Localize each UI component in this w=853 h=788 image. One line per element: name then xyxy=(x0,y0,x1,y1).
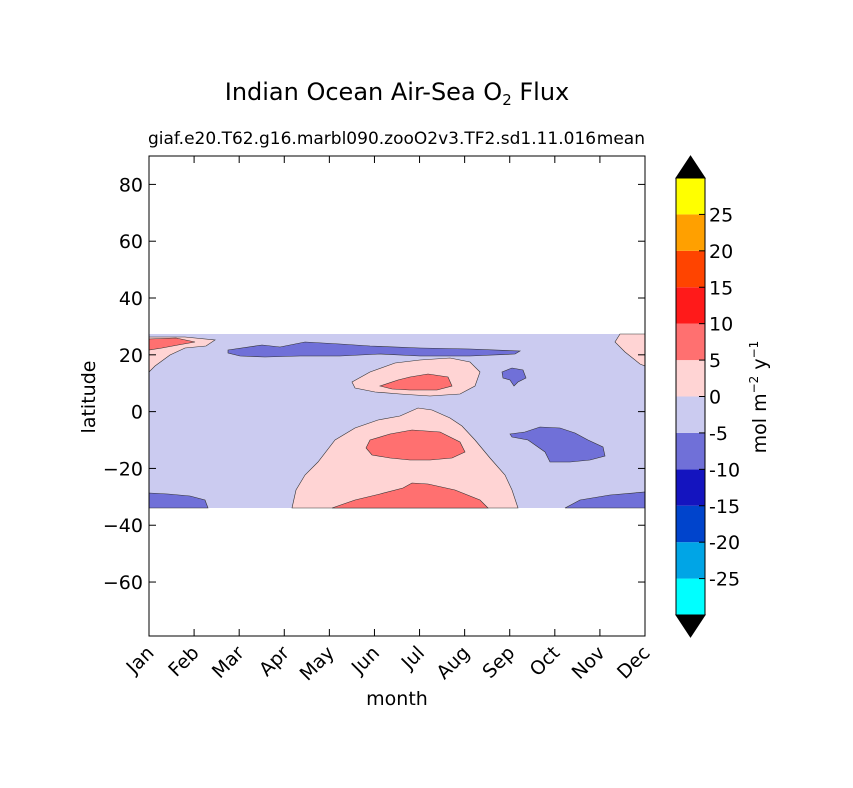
colorbar-tick-label: 0 xyxy=(709,387,721,409)
region-east-negative-patch xyxy=(509,426,606,463)
colorbar-band xyxy=(676,323,705,361)
colorbar-band xyxy=(676,469,705,506)
colorbar-band xyxy=(676,214,705,251)
y-tick-label: 60 xyxy=(119,231,143,253)
x-tick-label: Dec xyxy=(613,642,655,684)
x-tick-label: Nov xyxy=(568,642,610,684)
x-tick-label: Sep xyxy=(478,642,519,683)
colorbar-tick-label: -20 xyxy=(709,532,740,554)
colorbar-band xyxy=(676,360,705,397)
region-sep-negative-spot xyxy=(501,367,527,387)
x-axis-label: month xyxy=(366,688,428,710)
y-tick-label: 20 xyxy=(119,345,143,367)
y-axis-label: latitude xyxy=(78,361,100,434)
contour-fill xyxy=(148,333,646,509)
colorbar-tick-label: -10 xyxy=(709,459,740,481)
chart-title: Indian Ocean Air-Sea O2 Flux xyxy=(225,78,570,109)
plot-frame xyxy=(148,155,646,637)
chart-subtitle-right: mean xyxy=(597,129,645,149)
x-tick-label: Jul xyxy=(397,642,429,674)
colorbar-band xyxy=(676,178,705,215)
region-core-positive-south xyxy=(331,482,489,509)
x-tick-label: Mar xyxy=(208,642,249,683)
x-tick-label: May xyxy=(296,642,339,685)
colorbar: 25 20 15 10 5 0 -5 -10 -15 -20 -25 xyxy=(675,155,740,638)
y-tick-label: −60 xyxy=(103,572,143,594)
colorbar-tick-label: -5 xyxy=(709,423,728,445)
colorbar-band xyxy=(676,505,705,543)
colorbar-band xyxy=(676,432,705,470)
chart-subtitle-left: giaf.e20.T62.g16.marbl090.zooO2v3.TF2.sd… xyxy=(148,129,596,149)
plot-area: Jan Feb Mar Apr May Jun Jul Aug Sep Oct Nov Dec 80 6… xyxy=(103,155,655,685)
x-tick-label: Oct xyxy=(526,642,565,681)
x-tick-label: Apr xyxy=(255,642,294,681)
colorbar-tick-label: 25 xyxy=(709,204,733,226)
colorbar-tick-label: 5 xyxy=(709,350,721,372)
y-tick-label: 0 xyxy=(131,402,143,424)
x-tick-label: Aug xyxy=(432,642,474,684)
colorbar-tick-label: -25 xyxy=(709,569,740,591)
colorbar-tick-label: 10 xyxy=(709,314,733,336)
region-core-positive-mid xyxy=(365,429,466,461)
x-tick-label: Jun xyxy=(347,642,384,679)
region-north-band-negative xyxy=(227,341,522,358)
y-axis: 80 60 40 20 0 −20 −40 −60 xyxy=(103,174,645,594)
colorbar-label: mol m−2 y−1 xyxy=(747,341,771,454)
colorbar-extend-top xyxy=(675,155,706,179)
colorbar-band xyxy=(676,396,705,433)
x-tick-label: Feb xyxy=(164,642,203,681)
region-core-positive-north xyxy=(378,373,453,391)
y-tick-label: 40 xyxy=(119,288,143,310)
y-tick-label: −40 xyxy=(103,515,143,537)
colorbar-tick-label: -15 xyxy=(709,496,740,518)
colorbar-tick-label: 15 xyxy=(709,277,733,299)
colorbar-extend-bottom xyxy=(675,614,706,638)
colorbar-band xyxy=(676,287,705,324)
colorbar-band xyxy=(676,250,705,288)
y-tick-label: −20 xyxy=(103,458,143,480)
y-tick-label: 80 xyxy=(119,174,143,196)
colorbar-band xyxy=(676,578,705,615)
colorbar-band xyxy=(676,542,705,579)
x-tick-label: Jan xyxy=(122,642,159,679)
colorbar-tick-label: 20 xyxy=(709,241,733,263)
region-south-edge-negative-east xyxy=(564,491,646,509)
